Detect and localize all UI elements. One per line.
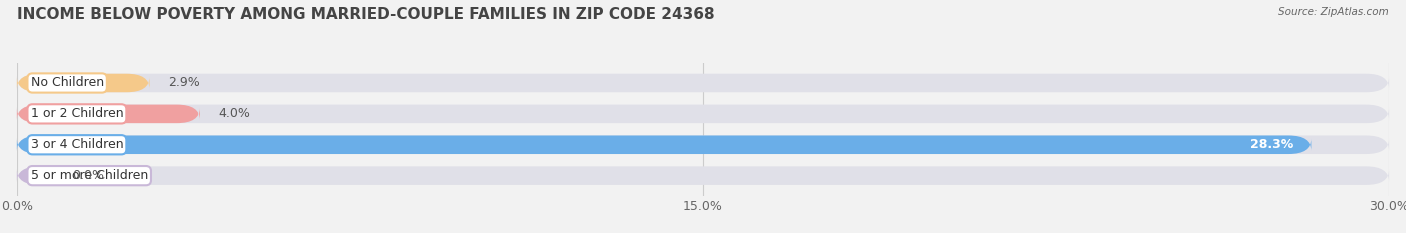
FancyBboxPatch shape [17,136,1389,154]
Text: 3 or 4 Children: 3 or 4 Children [31,138,124,151]
FancyBboxPatch shape [17,166,53,185]
Text: 4.0%: 4.0% [218,107,250,120]
Text: 5 or more Children: 5 or more Children [31,169,148,182]
Text: 28.3%: 28.3% [1250,138,1294,151]
FancyBboxPatch shape [17,136,1312,154]
Text: No Children: No Children [31,76,104,89]
FancyBboxPatch shape [17,105,200,123]
FancyBboxPatch shape [17,105,1389,123]
Text: INCOME BELOW POVERTY AMONG MARRIED-COUPLE FAMILIES IN ZIP CODE 24368: INCOME BELOW POVERTY AMONG MARRIED-COUPL… [17,7,714,22]
FancyBboxPatch shape [17,166,1389,185]
FancyBboxPatch shape [17,74,1389,92]
Text: 0.0%: 0.0% [72,169,104,182]
FancyBboxPatch shape [17,74,149,92]
Text: 2.9%: 2.9% [167,76,200,89]
Text: 1 or 2 Children: 1 or 2 Children [31,107,124,120]
Text: Source: ZipAtlas.com: Source: ZipAtlas.com [1278,7,1389,17]
